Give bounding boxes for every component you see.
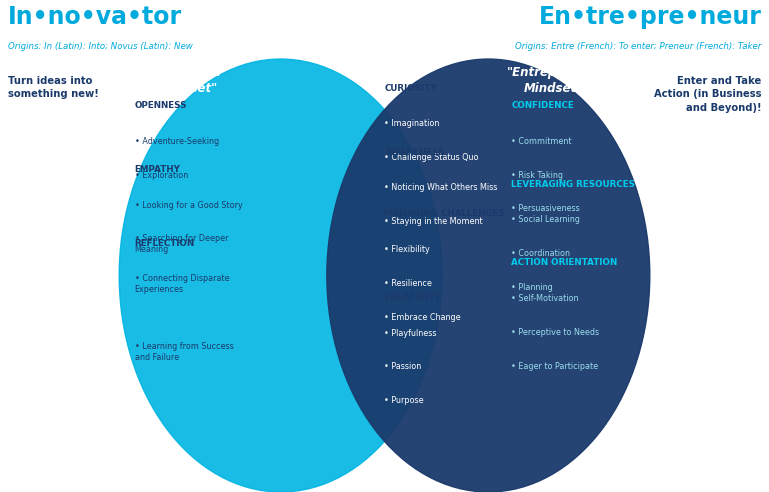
Text: • Perceptive to Needs: • Perceptive to Needs bbox=[511, 328, 600, 337]
Text: CURIOSITY: CURIOSITY bbox=[384, 84, 438, 92]
Text: • Embrace Change: • Embrace Change bbox=[384, 312, 461, 322]
Text: • Imagination: • Imagination bbox=[384, 120, 440, 128]
Ellipse shape bbox=[119, 59, 442, 492]
Text: • Passion: • Passion bbox=[384, 363, 421, 371]
Text: • Resilience: • Resilience bbox=[384, 279, 432, 288]
Text: CREATIVITY: CREATIVITY bbox=[384, 293, 441, 302]
Text: • Challenge Status Quo: • Challenge Status Quo bbox=[384, 154, 479, 162]
Text: • Social Learning: • Social Learning bbox=[511, 215, 581, 224]
Text: CONFIDENCE: CONFIDENCE bbox=[511, 101, 574, 110]
Text: • Playfulness: • Playfulness bbox=[384, 329, 437, 338]
Text: • Eager to Participate: • Eager to Participate bbox=[511, 362, 598, 371]
Text: • Commitment: • Commitment bbox=[511, 137, 572, 146]
Text: • Exploration: • Exploration bbox=[135, 171, 188, 180]
Text: • Persuasiveness: • Persuasiveness bbox=[511, 204, 580, 214]
Text: OPENNESS: OPENNESS bbox=[135, 101, 187, 110]
Text: LEVERAGING RESOURCES: LEVERAGING RESOURCES bbox=[511, 180, 635, 188]
Text: Origins: Entre (French): To enter; Preneur (French): Taker: Origins: Entre (French): To enter; Prene… bbox=[515, 42, 761, 51]
Text: • Purpose: • Purpose bbox=[384, 396, 424, 405]
Text: Turn ideas into
something new!: Turn ideas into something new! bbox=[8, 76, 98, 99]
Text: MANAGING CHALLENGES: MANAGING CHALLENGES bbox=[384, 209, 505, 218]
Text: EMPATHY: EMPATHY bbox=[135, 165, 181, 174]
Text: • Risk Taking: • Risk Taking bbox=[511, 171, 564, 180]
Text: En•tre•pre•neur: En•tre•pre•neur bbox=[538, 5, 761, 29]
Text: • Planning: • Planning bbox=[511, 283, 553, 292]
Text: • Connecting Disparate
Experiences: • Connecting Disparate Experiences bbox=[135, 275, 229, 294]
Text: • Searching for Deeper
Meaning: • Searching for Deeper Meaning bbox=[135, 235, 228, 254]
Ellipse shape bbox=[327, 59, 650, 492]
Text: Enter and Take
Action (in Business
and Beyond)!: Enter and Take Action (in Business and B… bbox=[654, 76, 761, 113]
Text: • Adventure-Seeking: • Adventure-Seeking bbox=[135, 137, 218, 146]
Text: • Noticing What Others Miss: • Noticing What Others Miss bbox=[384, 184, 498, 192]
Text: REFLECTION: REFLECTION bbox=[135, 239, 195, 247]
Text: ACTION ORIENTATION: ACTION ORIENTATION bbox=[511, 258, 618, 267]
Text: "Entrepreneur
Mindset": "Entrepreneur Mindset" bbox=[507, 66, 601, 95]
Text: • Flexibility: • Flexibility bbox=[384, 245, 430, 254]
Text: • Coordination: • Coordination bbox=[511, 249, 571, 258]
Text: • Self-Motivation: • Self-Motivation bbox=[511, 294, 579, 303]
Text: • Looking for a Good Story: • Looking for a Good Story bbox=[135, 201, 242, 210]
Text: "Innovator
Mindset": "Innovator Mindset" bbox=[153, 66, 224, 95]
Text: Origins: In (Latin): Into; Novus (Latin): New: Origins: In (Latin): Into; Novus (Latin)… bbox=[8, 42, 192, 51]
Text: AWARENESS: AWARENESS bbox=[384, 148, 445, 156]
Text: In•no•va•tor: In•no•va•tor bbox=[8, 5, 181, 29]
Text: • Staying in the Moment: • Staying in the Moment bbox=[384, 217, 483, 226]
Text: • Learning from Success
and Failure: • Learning from Success and Failure bbox=[135, 342, 233, 362]
